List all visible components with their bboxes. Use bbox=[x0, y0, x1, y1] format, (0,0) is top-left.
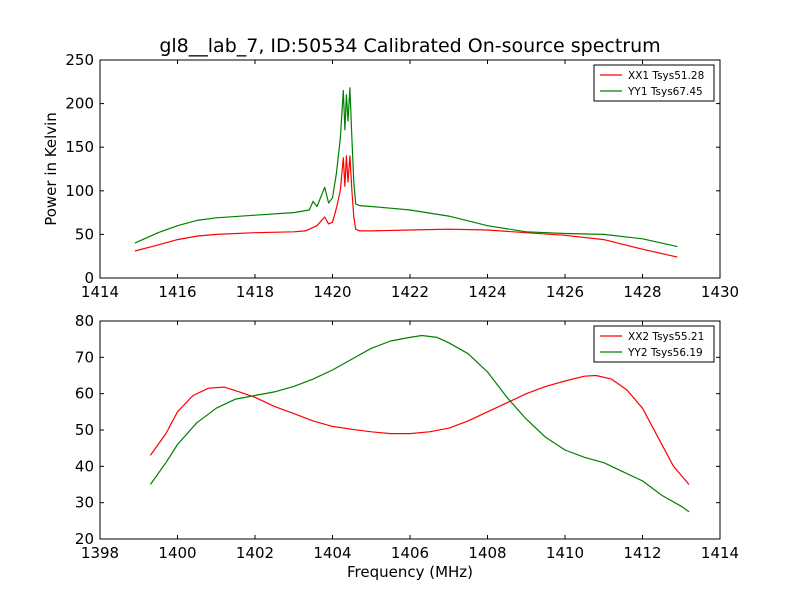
bottom-spectrum-plot: 1398 1400 1402 1404 1406 1408 1410 1412 1414 20 30… bbox=[75, 312, 739, 562]
x-tick-label: 1414 bbox=[81, 283, 119, 301]
x-tick-label: 1420 bbox=[313, 283, 351, 301]
series-line-2 bbox=[134, 87, 678, 248]
legend-box bbox=[593, 325, 715, 363]
y-tick-label: 30 bbox=[75, 494, 94, 512]
y-tick-label: 0 bbox=[84, 269, 94, 287]
x-tick-label: 1400 bbox=[158, 544, 196, 562]
x-tick-label: 1418 bbox=[236, 283, 274, 301]
legend-label: XX1 Tsys51.28 bbox=[628, 70, 704, 82]
x-tick-label: 1410 bbox=[546, 544, 584, 562]
x-tick-label: 1406 bbox=[391, 544, 429, 562]
y-tick-label: 200 bbox=[65, 95, 94, 113]
y-tick-label: 70 bbox=[75, 348, 94, 366]
series-line-1 bbox=[149, 374, 690, 485]
x-tick-label: 1422 bbox=[391, 283, 429, 301]
x-tick-label: 1428 bbox=[623, 283, 661, 301]
x-tick-label: 1426 bbox=[546, 283, 584, 301]
legend-label: XX2 Tsys55.21 bbox=[628, 331, 704, 343]
x-tick-label: 1402 bbox=[236, 544, 274, 562]
x-tick-label: 1414 bbox=[701, 544, 739, 562]
y-tick-label: 50 bbox=[75, 421, 94, 439]
figure-title: gl8__lab_7, ID:50534 Calibrated On-sourc… bbox=[159, 35, 660, 57]
y-tick-label: 20 bbox=[75, 530, 94, 548]
top-spectrum-plot: 1414 1416 1418 1420 1422 1424 1426 1428 1430 0 50 1… bbox=[42, 51, 739, 301]
y-tick-label: 40 bbox=[75, 457, 94, 475]
series-line-2 bbox=[149, 334, 690, 513]
x-tick-label: 1404 bbox=[313, 544, 351, 562]
y-tick-label: 250 bbox=[65, 51, 94, 69]
x-tick-label: 1416 bbox=[158, 283, 196, 301]
y-tick-label: 50 bbox=[75, 225, 94, 243]
y-axis-label: Power in Kelvin bbox=[42, 112, 60, 226]
y-tick-label: 60 bbox=[75, 385, 94, 403]
x-tick-label: 1408 bbox=[468, 544, 506, 562]
x-axis-label: Frequency (MHz) bbox=[347, 563, 473, 581]
y-tick-label: 80 bbox=[75, 312, 94, 330]
series-line-1 bbox=[134, 155, 678, 258]
y-tick-label: 150 bbox=[65, 138, 94, 156]
x-tick-label: 1398 bbox=[81, 544, 119, 562]
legend-box bbox=[593, 64, 715, 102]
legend-label: YY2 Tsys56.19 bbox=[627, 347, 703, 359]
y-tick-label: 100 bbox=[65, 182, 94, 200]
x-tick-label: 1412 bbox=[623, 544, 661, 562]
legend-label: YY1 Tsys67.45 bbox=[627, 86, 703, 98]
x-tick-label: 1424 bbox=[468, 283, 506, 301]
x-tick-label: 1430 bbox=[701, 283, 739, 301]
